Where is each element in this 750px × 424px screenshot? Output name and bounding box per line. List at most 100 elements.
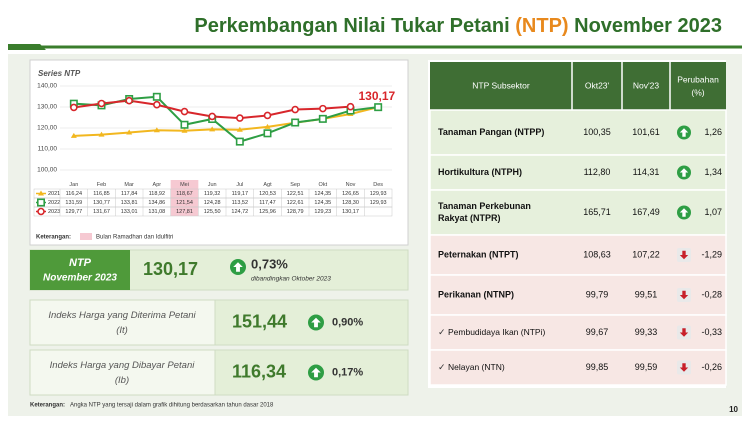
x-tick-label: Mei xyxy=(180,182,189,188)
stat-label: November 2023 xyxy=(43,273,117,284)
x-tick-label: Agt xyxy=(263,182,272,188)
x-tick-label: Jan xyxy=(69,182,78,188)
table-row xyxy=(429,189,727,236)
point xyxy=(97,99,106,108)
data-label: 130,17 xyxy=(342,209,359,215)
table-header-label: Nov'23 xyxy=(633,80,659,90)
x-tick-label: Apr xyxy=(153,182,162,188)
data-label: 117,84 xyxy=(121,191,137,197)
arrow-down-icon xyxy=(677,288,691,302)
x-tick-label: Des xyxy=(373,182,383,188)
table-cell: 99,51 xyxy=(635,289,658,299)
point xyxy=(236,114,244,122)
arrow-shape xyxy=(679,208,689,217)
point xyxy=(126,129,133,135)
point xyxy=(318,114,327,123)
arrow-shape xyxy=(679,168,689,177)
point xyxy=(180,120,189,129)
arrow-down-icon xyxy=(677,325,691,340)
table-header-label: Okt23' xyxy=(585,80,610,90)
row-label: Perikanan (NTNP) xyxy=(438,289,514,299)
x-tick-label: Nov xyxy=(346,182,356,188)
point xyxy=(263,111,272,120)
data-label: 126,65 xyxy=(342,191,359,197)
series-line xyxy=(73,95,379,143)
note-swatch xyxy=(80,233,92,240)
data-label: 121,54 xyxy=(176,200,193,206)
page-number: 10 xyxy=(729,405,738,414)
arrow-shape xyxy=(679,328,689,337)
x-tick-label: Sep xyxy=(290,182,300,188)
footnote-text: Angka NTP yang tersaji dalam grafik dihi… xyxy=(70,403,274,409)
table-cell: 114,31 xyxy=(633,167,660,177)
data-label: 133,81 xyxy=(121,200,138,206)
y-tick-label: 110,00 xyxy=(38,146,58,153)
table-cell: 99,79 xyxy=(586,289,609,299)
data-label: 131,59 xyxy=(65,200,82,206)
data-label: 127,81 xyxy=(176,209,193,215)
point xyxy=(70,103,78,112)
data-label: 133,01 xyxy=(121,209,138,215)
arrow-up-icon xyxy=(677,205,691,220)
point xyxy=(98,131,105,137)
point xyxy=(125,96,133,105)
data-label: 122,61 xyxy=(287,200,304,206)
row-label: Rakyat (NTPR) xyxy=(438,213,501,223)
stat-label-box xyxy=(29,349,216,396)
x-tick-label: Jul xyxy=(236,182,243,188)
table-cell: 99,67 xyxy=(586,327,609,337)
point xyxy=(153,127,160,133)
arrow-up-icon xyxy=(677,165,691,180)
point xyxy=(291,118,300,127)
table-change: -1,29 xyxy=(701,249,722,259)
table-cell: 165,71 xyxy=(583,207,611,217)
x-tick-label: Okt xyxy=(319,182,328,188)
data-label: 122,51 xyxy=(287,191,304,197)
data-label: 125,96 xyxy=(259,209,276,215)
arrow-down-icon xyxy=(677,248,691,262)
stat-label-box xyxy=(29,299,216,346)
point xyxy=(36,198,45,207)
x-tick-label: Feb xyxy=(97,182,106,188)
data-label: 130,77 xyxy=(93,200,110,206)
note-text: Bulan Ramadhan dan Idulfitri xyxy=(96,235,173,241)
data-label: 118,92 xyxy=(149,191,165,197)
arrow-up-icon xyxy=(677,125,691,140)
point xyxy=(263,129,272,138)
data-label: 125,50 xyxy=(204,209,221,215)
arrow-up-icon xyxy=(308,364,324,381)
table-cell: 108,63 xyxy=(583,249,611,259)
data-label: 117,47 xyxy=(259,200,275,206)
table-row xyxy=(429,274,727,316)
data-label: 124,28 xyxy=(204,200,221,206)
title-part: November 2023 xyxy=(569,15,722,37)
data-label: 129,77 xyxy=(65,209,82,215)
point xyxy=(209,126,216,132)
stat-label-box xyxy=(30,250,130,290)
point xyxy=(235,137,244,146)
point xyxy=(180,107,189,116)
stat-label: Indeks Harga yang Diterima Petani xyxy=(48,310,196,321)
stat-value: 130,17 xyxy=(143,259,198,279)
arrow-up-icon xyxy=(230,259,246,275)
point xyxy=(264,123,271,129)
arrow-shape xyxy=(679,363,689,372)
table-cell: 100,35 xyxy=(583,127,611,137)
point xyxy=(38,190,44,196)
table-cell: 112,80 xyxy=(584,167,611,177)
point xyxy=(152,92,161,101)
data-label: 119,17 xyxy=(232,191,248,197)
arrow-shape xyxy=(679,250,689,260)
legend-label: 2022 xyxy=(48,200,60,206)
arrow-shape xyxy=(233,262,243,272)
page-title: Perkembangan Nilai Tukar Petani (NTP) No… xyxy=(194,15,722,37)
table-header-label: Perubahan xyxy=(677,74,719,84)
point xyxy=(208,112,216,121)
row-label: Hortikultura (NTPH) xyxy=(438,167,522,177)
arrow-shape xyxy=(311,317,321,328)
data-label: 131,08 xyxy=(148,209,165,215)
stat-change: 0,17% xyxy=(332,366,363,378)
title-part: (NTP) xyxy=(515,15,568,37)
stat-value: 151,44 xyxy=(232,311,287,331)
point xyxy=(291,105,299,114)
